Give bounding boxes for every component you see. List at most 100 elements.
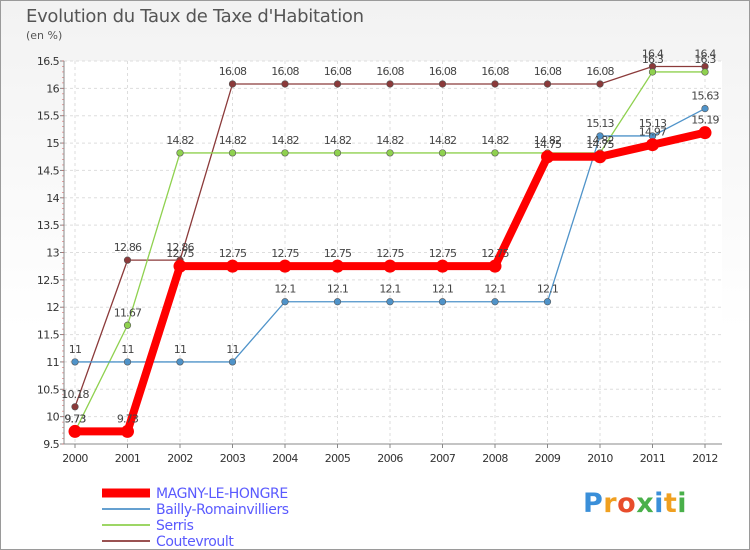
data-label: 16.08 (534, 65, 562, 78)
data-point (543, 298, 552, 306)
data-label: 12.1 (327, 283, 348, 296)
data-label: 14.82 (271, 134, 299, 147)
data-label: 16.3 (642, 53, 664, 66)
data-label: 11 (174, 343, 186, 356)
data-label: 12.1 (537, 283, 558, 296)
data-label: 16.08 (324, 65, 352, 78)
x-tick-label: 2011 (640, 452, 666, 465)
data-label: 14.82 (219, 134, 247, 147)
chart-subtitle: (en %) (26, 29, 63, 42)
data-point (491, 298, 499, 306)
y-tick-label: 13.5 (37, 219, 60, 232)
data-label: 9.73 (117, 412, 139, 425)
data-point (491, 149, 499, 157)
data-point (333, 298, 342, 306)
data-label: 14.97 (639, 126, 667, 139)
data-label: 16.4 (642, 47, 664, 60)
data-label: 16.08 (219, 65, 247, 78)
y-tick-label: 11 (46, 356, 59, 369)
logo-letter: i (677, 488, 688, 519)
y-tick-label: 16 (46, 82, 59, 95)
data-point (596, 132, 604, 140)
data-point (228, 149, 237, 157)
data-label: 12.75 (376, 247, 404, 260)
data-point (281, 80, 289, 88)
data-point (488, 259, 502, 273)
data-label: 16.08 (481, 65, 509, 78)
data-point (541, 150, 554, 164)
x-tick-label: 2001 (115, 452, 141, 465)
data-point (648, 68, 657, 76)
data-label: 12.1 (484, 283, 505, 296)
data-label: 12.75 (429, 247, 457, 260)
x-tick-label: 2009 (535, 452, 561, 465)
data-label: 9.73 (64, 412, 86, 425)
y-tick-label: 9.5 (43, 438, 59, 451)
data-point (71, 403, 79, 411)
series-lines (68, 62, 712, 438)
data-label: 12.75 (481, 247, 509, 260)
data-point (71, 358, 79, 366)
data-point (173, 259, 187, 273)
data-point (646, 138, 659, 152)
data-label: 15.19 (691, 114, 719, 127)
proxiti-logo: Proxiti (583, 488, 687, 519)
legend-label: Bailly-Romainvilliers (156, 502, 289, 518)
logo-letter: o (617, 488, 637, 519)
data-label: 12.86 (114, 241, 142, 254)
chart-title: Evolution du Taux de Taxe d'Habitation (26, 6, 364, 27)
x-tick-label: 2003 (220, 452, 246, 465)
data-label: 16.08 (429, 65, 457, 78)
logo-letter: x (636, 488, 655, 519)
data-label: 16.08 (271, 65, 299, 78)
data-point (386, 298, 394, 306)
data-label: 14.82 (534, 134, 562, 147)
data-label: 10.18 (61, 388, 89, 401)
data-point (123, 321, 132, 329)
data-point (386, 80, 394, 88)
data-point (123, 256, 132, 264)
data-label: 16.08 (376, 65, 404, 78)
y-tick-label: 12 (46, 301, 59, 314)
data-label: 12.75 (271, 247, 299, 260)
data-label: 14.82 (376, 134, 404, 147)
data-label: 11.67 (114, 306, 142, 319)
data-label: 12.1 (379, 283, 400, 296)
data-point (228, 358, 237, 366)
data-label: 12.75 (166, 247, 194, 260)
data-label: 14.82 (324, 134, 352, 147)
legend-label: Coutevroult (156, 534, 234, 550)
data-point (176, 149, 184, 157)
logo-letter: P (583, 488, 604, 519)
data-point (228, 80, 237, 88)
data-label: 12.86 (166, 241, 194, 254)
y-tick-label: 11.5 (37, 329, 60, 342)
data-point (226, 259, 239, 273)
data-point (438, 80, 447, 88)
x-tick-label: 2000 (62, 452, 88, 465)
x-tick-label: 2005 (325, 452, 351, 465)
data-point (281, 298, 289, 306)
logo-letter: t (663, 488, 678, 519)
legend-label: MAGNY-LE-HONGRE (156, 486, 288, 502)
data-label: 14.82 (166, 134, 194, 147)
x-tick-label: 2007 (430, 452, 456, 465)
data-point (331, 259, 344, 273)
legend-label: Serris (156, 518, 194, 534)
data-point (123, 358, 132, 366)
y-tick-label: 10.5 (37, 383, 60, 396)
y-tick-label: 16.5 (37, 55, 60, 68)
data-label: 14.82 (429, 134, 457, 147)
logo-letter: r (603, 488, 618, 519)
data-point (281, 149, 289, 157)
data-label: 15.13 (639, 117, 667, 130)
data-point (593, 150, 607, 164)
data-point (386, 149, 394, 157)
data-label: 14.82 (586, 134, 614, 147)
data-label: 11 (121, 343, 133, 356)
y-tick-label: 15.5 (37, 110, 60, 123)
data-point (438, 298, 447, 306)
data-label: 16.3 (694, 53, 716, 66)
